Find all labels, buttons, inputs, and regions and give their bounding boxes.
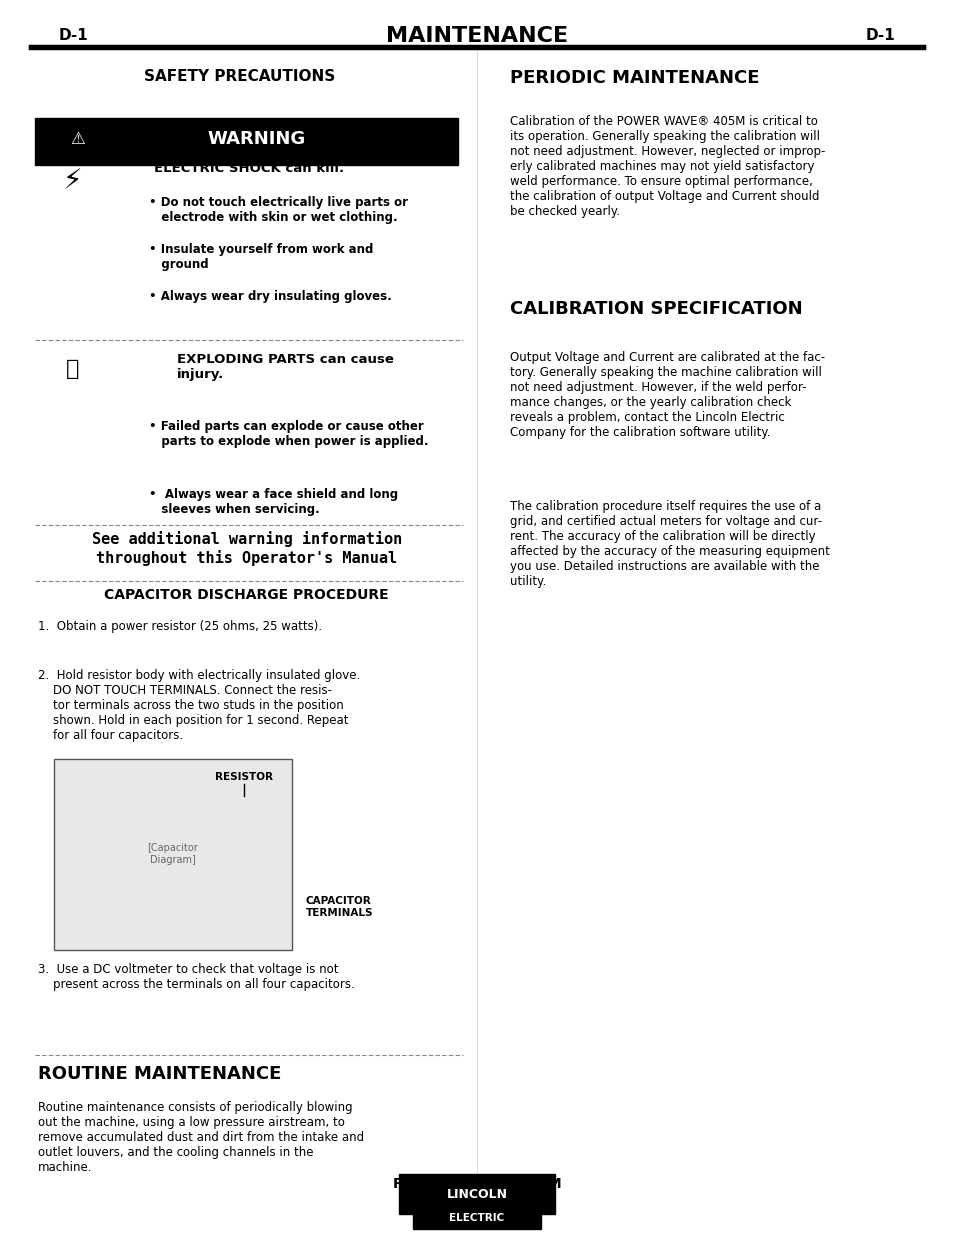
FancyBboxPatch shape <box>413 1205 540 1229</box>
Text: CAPACITOR DISCHARGE PROCEDURE: CAPACITOR DISCHARGE PROCEDURE <box>105 588 389 601</box>
Text: ⚡: ⚡ <box>63 168 82 195</box>
Text: [Capacitor
Diagram]: [Capacitor Diagram] <box>147 844 198 864</box>
FancyBboxPatch shape <box>53 760 292 950</box>
Text: 3.  Use a DC voltmeter to check that voltage is not
    present across the termi: 3. Use a DC voltmeter to check that volt… <box>37 962 354 990</box>
Text: Routine maintenance consists of periodically blowing
out the machine, using a lo: Routine maintenance consists of periodic… <box>37 1100 363 1173</box>
Text: RESISTOR: RESISTOR <box>214 772 273 782</box>
Text: ROUTINE MAINTENANCE: ROUTINE MAINTENANCE <box>37 1065 280 1083</box>
Text: •  Always wear a face shield and long
   sleeves when servicing.: • Always wear a face shield and long sle… <box>149 488 397 516</box>
Text: WARNING: WARNING <box>207 131 305 148</box>
Text: POWER WAVE® 405M: POWER WAVE® 405M <box>393 1177 560 1192</box>
Text: 2.  Hold resistor body with electrically insulated glove.
    DO NOT TOUCH TERMI: 2. Hold resistor body with electrically … <box>37 669 359 742</box>
Text: 💥: 💥 <box>66 358 79 379</box>
Text: LINCOLN: LINCOLN <box>446 1188 507 1200</box>
Text: CALIBRATION SPECIFICATION: CALIBRATION SPECIFICATION <box>510 300 802 317</box>
Text: The calibration procedure itself requires the use of a
grid, and certified actua: The calibration procedure itself require… <box>510 500 829 588</box>
Text: PERIODIC MAINTENANCE: PERIODIC MAINTENANCE <box>510 69 759 88</box>
Text: See additional warning information
throughout this Operator's Manual: See additional warning information throu… <box>91 531 401 566</box>
Text: CAPACITOR
TERMINALS: CAPACITOR TERMINALS <box>306 897 373 918</box>
Text: 1.  Obtain a power resistor (25 ohms, 25 watts).: 1. Obtain a power resistor (25 ohms, 25 … <box>37 620 321 634</box>
FancyBboxPatch shape <box>398 1174 555 1214</box>
Text: • Do not touch electrically live parts or
   electrode with skin or wet clothing: • Do not touch electrically live parts o… <box>149 196 407 224</box>
Text: EXPLODING PARTS can cause
injury.: EXPLODING PARTS can cause injury. <box>177 352 394 380</box>
Text: D-1: D-1 <box>58 28 88 43</box>
Text: D-1: D-1 <box>865 28 895 43</box>
Text: ELECTRIC SHOCK can kill.: ELECTRIC SHOCK can kill. <box>153 162 343 174</box>
Text: ⚠: ⚠ <box>70 131 85 148</box>
Text: SAFETY PRECAUTIONS: SAFETY PRECAUTIONS <box>143 69 335 84</box>
Text: MAINTENANCE: MAINTENANCE <box>386 26 567 46</box>
Text: Calibration of the POWER WAVE® 405M is critical to
its operation. Generally spea: Calibration of the POWER WAVE® 405M is c… <box>510 115 824 217</box>
Text: • Always wear dry insulating gloves.: • Always wear dry insulating gloves. <box>149 290 391 303</box>
FancyBboxPatch shape <box>34 119 457 165</box>
Text: • Failed parts can explode or cause other
   parts to explode when power is appl: • Failed parts can explode or cause othe… <box>149 420 428 448</box>
Text: Output Voltage and Current are calibrated at the fac-
tory. Generally speaking t: Output Voltage and Current are calibrate… <box>510 351 824 440</box>
Text: • Insulate yourself from work and
   ground: • Insulate yourself from work and ground <box>149 243 373 270</box>
Text: ELECTRIC: ELECTRIC <box>449 1213 504 1223</box>
